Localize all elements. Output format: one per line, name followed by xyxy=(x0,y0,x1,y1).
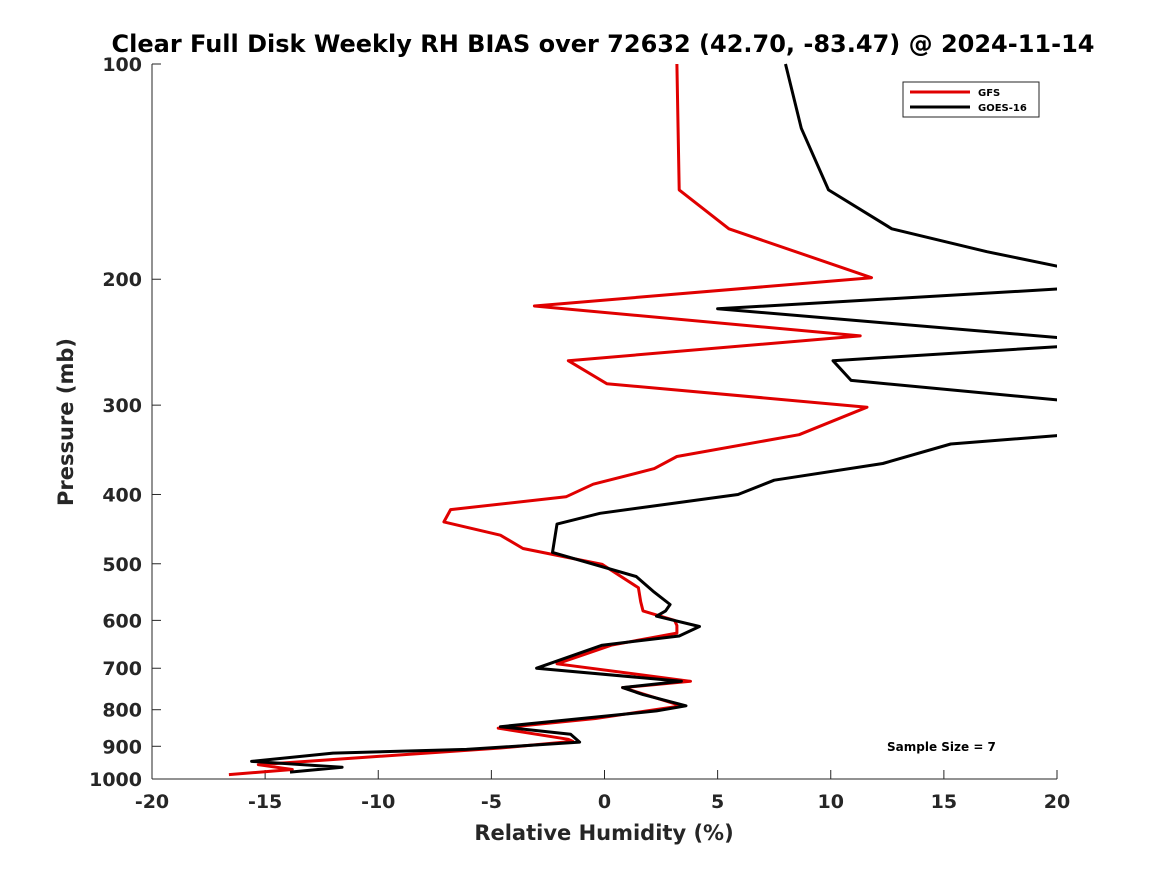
sample-size-annotation: Sample Size = 7 xyxy=(887,740,996,754)
y-tick-label: 100 xyxy=(102,54,142,76)
x-tick-label: 5 xyxy=(711,791,724,813)
y-tick-label: 600 xyxy=(102,610,142,632)
legend-label-gfs: GFS xyxy=(978,88,1000,99)
x-tick-label: -20 xyxy=(135,791,169,813)
x-tick-label: 10 xyxy=(818,791,844,813)
y-tick-label: 700 xyxy=(102,658,142,680)
x-ticks: -20 -15 -10 -5 0 5 10 15 20 xyxy=(135,770,1070,813)
y-tick-label: 900 xyxy=(102,736,142,758)
y-tick-label: 200 xyxy=(102,269,142,291)
legend-label-goes16: GOES-16 xyxy=(978,103,1027,114)
y-tick-label: 500 xyxy=(102,554,142,576)
series-layer xyxy=(228,63,1057,777)
y-ticks: 100 200 300 400 500 600 700 800 900 1000 xyxy=(89,54,161,791)
x-tick-label: -15 xyxy=(248,791,282,813)
x-tick-label: 20 xyxy=(1044,791,1070,813)
x-axis-label: Relative Humidity (%) xyxy=(474,821,733,845)
y-tick-label: 1000 xyxy=(89,769,142,791)
y-tick-label: 300 xyxy=(102,395,142,417)
y-tick-label: 800 xyxy=(102,700,142,722)
legend-box xyxy=(902,81,1040,118)
y-tick-label: 400 xyxy=(102,484,142,506)
x-tick-label: -10 xyxy=(361,791,395,813)
legend: GFS GOES-16 xyxy=(902,81,1040,118)
chart-title: Clear Full Disk Weekly RH BIAS over 7263… xyxy=(112,30,1095,58)
series-line-goes16 xyxy=(250,63,1057,774)
x-tick-label: -5 xyxy=(481,791,502,813)
x-tick-label: 15 xyxy=(931,791,957,813)
x-tick-label: 0 xyxy=(598,791,611,813)
y-axis-label: Pressure (mb) xyxy=(54,338,78,506)
